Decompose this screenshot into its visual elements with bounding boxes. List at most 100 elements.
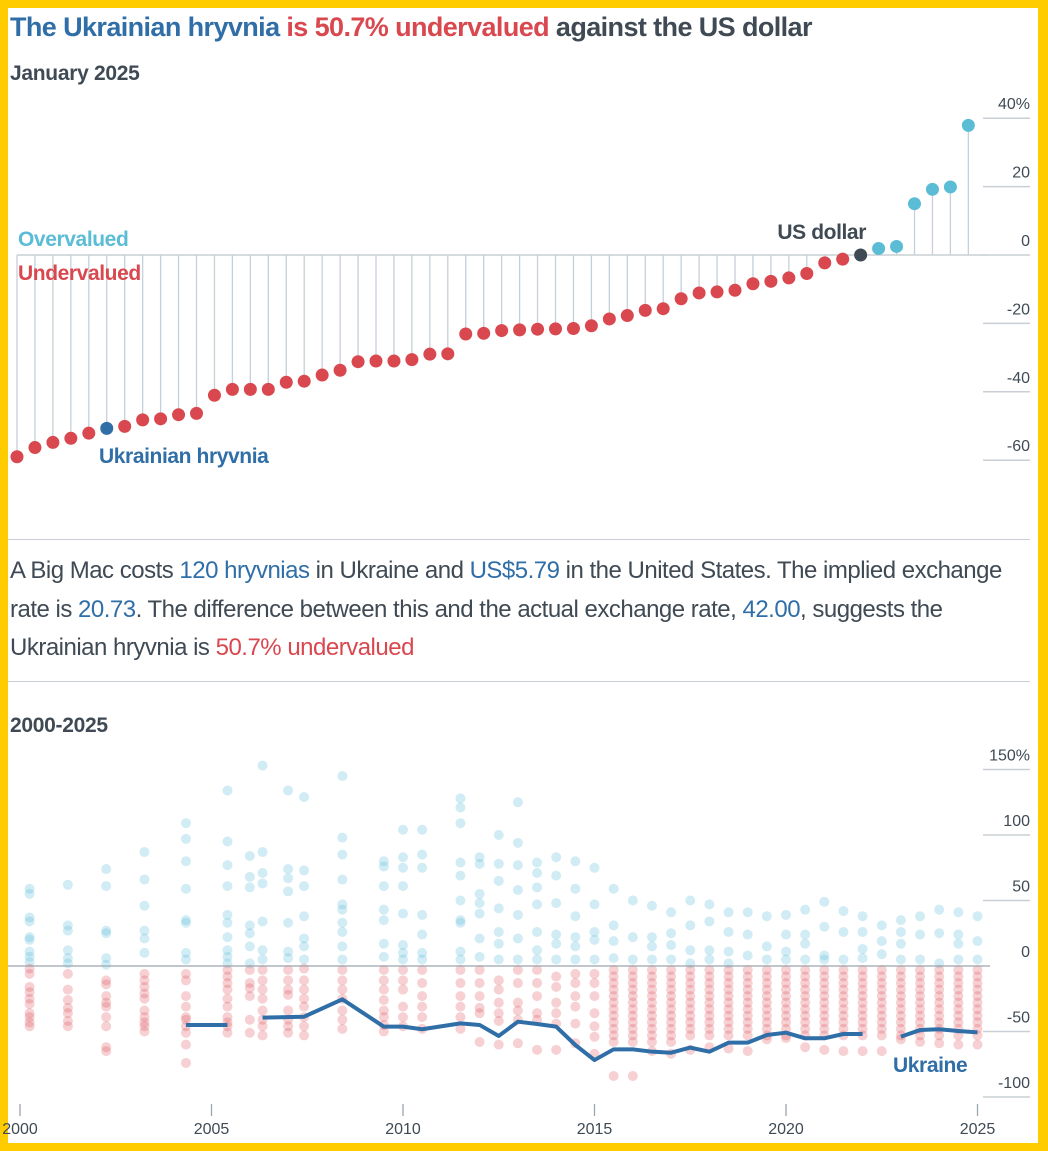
country-dot	[551, 971, 562, 982]
country-dot	[838, 991, 849, 1002]
country-dot	[934, 928, 945, 939]
country-dot	[800, 978, 811, 989]
y-tick-label: 50	[1012, 879, 1030, 896]
country-dot	[589, 1021, 600, 1032]
country-dot	[723, 984, 734, 995]
country-dot	[819, 1044, 830, 1055]
country-dot	[62, 995, 73, 1006]
country-dot	[781, 1004, 791, 1015]
country-dot	[627, 932, 638, 943]
country-dot	[761, 1023, 772, 1034]
country-dot	[646, 991, 657, 1002]
country-dot	[972, 1017, 983, 1028]
country-dot	[666, 978, 677, 989]
country-dot	[742, 991, 753, 1002]
country-dot	[551, 898, 562, 909]
country-dot	[857, 997, 868, 1008]
country-dot	[857, 991, 868, 1002]
country-dot	[532, 1044, 543, 1055]
us-dollar-dot	[854, 248, 868, 262]
country-dot	[398, 984, 408, 995]
country-dot	[704, 916, 715, 927]
country-dot	[838, 954, 849, 965]
country-dot	[378, 984, 389, 995]
country-dot	[24, 912, 35, 923]
country-dot	[666, 928, 677, 939]
country-dot	[474, 888, 485, 899]
country-dot	[474, 964, 485, 975]
country-dot	[608, 978, 619, 989]
country-dot	[685, 1004, 696, 1015]
country-dot	[876, 920, 887, 931]
country-dot	[512, 797, 523, 808]
country-dot	[723, 926, 734, 937]
country-dot	[551, 852, 562, 863]
country-dot	[934, 1030, 945, 1041]
country-dot	[337, 771, 348, 782]
country-dot	[139, 947, 150, 958]
country-dot	[742, 1046, 753, 1057]
currency-dot	[351, 355, 365, 369]
country-dot	[283, 984, 294, 995]
country-dot	[180, 968, 191, 979]
y-tick-label: -100	[998, 1075, 1030, 1092]
currency-dot	[710, 285, 724, 299]
country-dot	[257, 847, 268, 858]
country-dot	[627, 971, 638, 982]
country-dot	[244, 928, 255, 939]
country-dot	[876, 991, 887, 1002]
country-dot	[781, 1033, 791, 1044]
undervalued-label: Undervalued	[18, 262, 141, 285]
country-dot	[608, 1017, 619, 1028]
country-dot	[857, 984, 868, 995]
currency-dot	[746, 277, 760, 291]
country-dot	[895, 997, 906, 1008]
country-dot	[876, 1023, 887, 1034]
country-dot	[934, 1017, 945, 1028]
country-dot	[838, 984, 849, 995]
country-dot	[953, 978, 964, 989]
country-dot	[666, 964, 677, 975]
country-dot	[101, 1042, 112, 1053]
country-dot	[474, 1036, 485, 1047]
country-dot	[876, 1010, 887, 1021]
country-dot	[493, 903, 504, 914]
y-tick-label: 100	[1003, 813, 1030, 830]
country-dot	[646, 997, 657, 1008]
country-dot	[244, 882, 255, 893]
country-dot	[761, 941, 772, 952]
currency-dot	[549, 322, 562, 336]
country-dot	[570, 991, 581, 1002]
country-dot	[608, 997, 619, 1008]
country-dot	[101, 1046, 112, 1057]
country-dot	[283, 946, 294, 957]
country-dot	[685, 1023, 696, 1034]
y-tick-label: -20	[1007, 301, 1030, 318]
country-dot	[876, 978, 887, 989]
country-dot	[608, 964, 619, 975]
currency-dot	[405, 353, 419, 367]
country-dot	[895, 978, 906, 989]
country-dot	[222, 932, 233, 943]
country-dot	[800, 904, 811, 915]
country-dot	[781, 1010, 791, 1021]
currency-dot	[692, 286, 706, 300]
country-dot	[493, 1016, 504, 1027]
country-dot	[378, 975, 389, 986]
country-dot	[972, 971, 983, 982]
currency-dot	[800, 266, 814, 280]
country-dot	[180, 991, 191, 1002]
country-dot	[608, 991, 619, 1002]
country-dot	[337, 941, 348, 952]
us-dollar-label: US dollar	[777, 221, 866, 244]
country-dot	[838, 905, 849, 916]
country-dot	[742, 950, 753, 961]
country-dot	[934, 1004, 945, 1015]
country-dot	[819, 1010, 830, 1021]
x-tick-label: 2015	[577, 1121, 613, 1138]
country-dot	[761, 978, 772, 989]
country-dot	[953, 997, 964, 1008]
country-dot	[953, 1004, 964, 1015]
ukraine-line-label: Ukraine	[893, 1054, 967, 1077]
country-dot	[819, 991, 830, 1002]
